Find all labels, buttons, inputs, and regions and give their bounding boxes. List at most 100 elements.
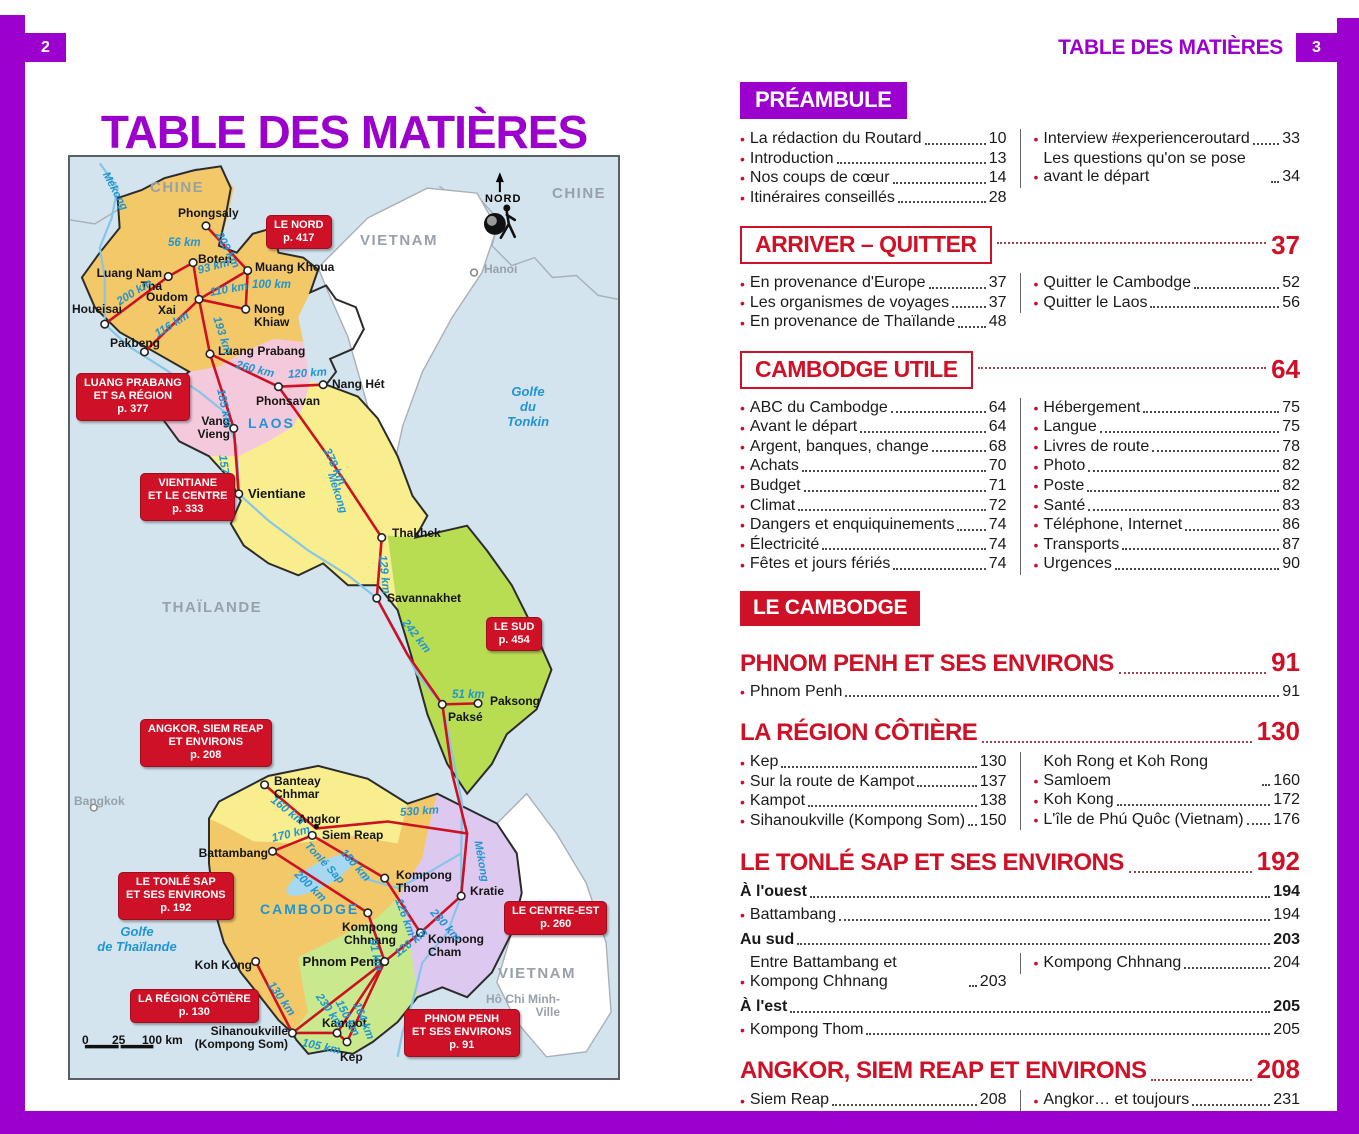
preambule-list: La rédaction du Routard10Introduction13N… [740,129,1300,208]
map-city-label: Pakbeng [110,336,161,350]
map-callout: LA RÉGION CÔTIÈRE p. 130 [130,989,259,1024]
dot-leader [822,548,986,551]
dot-leader [1262,784,1271,787]
dot-leader [797,943,1271,946]
section-page: 91 [1271,646,1300,677]
section-title: ARRIVER – QUITTER [740,226,992,265]
dot-leader [890,411,986,414]
region-label-thailande: THAÏLANDE [162,599,263,616]
dot-leader [790,1010,1271,1013]
dot-leader [982,741,1252,744]
dot-leader [1143,411,1280,414]
nord-compass-icon [483,172,517,240]
toc-entry: Les questions qu'on se pose avant le dép… [1034,150,1300,187]
region-label-vietnam-s: VIETNAM [498,965,576,982]
dot-leader [1122,548,1280,551]
cambodia-regions [208,765,522,1054]
dot-leader [924,142,986,145]
cotiere-list: Kep130Sur la route de Kampot137Kampot138… [740,752,1300,831]
tonle-sap-lake [286,854,354,896]
dot-leader [931,450,986,453]
dot-leader [1088,470,1280,473]
dot-leader [832,1103,977,1106]
toc-column: ABC du Cambodge64Avant le départ64Argent… [740,398,1007,575]
toc-column: Interview #experienceroutard33Les questi… [1019,129,1300,188]
map-city-label: Battambang [198,846,268,860]
dot-leader [917,785,977,788]
arriver-list: En provenance d'Europe37Les organismes d… [740,273,1300,333]
map-callout: LE CENTRE-EST p. 260 [504,901,608,936]
dot-leader [1271,180,1280,183]
water-label-golfe-tonkin: Golfe du Tonkin [506,384,550,429]
toc-content: PRÉAMBULE La rédaction du Routard10Intro… [740,82,1300,1111]
dot-leader [1088,509,1280,512]
dot-leader [897,201,986,204]
nord-compass-label: NORD [485,193,522,205]
map-city-label: Kompong Chhnang [342,920,398,947]
dot-leader [781,765,977,768]
toc-column: Koh Rong et Koh Rong Samloem160Koh Kong1… [1019,752,1300,831]
map-city-label: Luang Prabang [218,344,306,358]
map-callout: VIENTIANE ET LE CENTRE p. 333 [140,473,236,521]
section-arriver-quitter: ARRIVER – QUITTER 37 [740,226,1300,265]
mekong-river [98,162,464,1058]
dot-leader [836,162,986,165]
map-city-label: Kep [340,1050,363,1064]
section-tonle-sap: LE TONLÉ SAP ET SES ENVIRONS 192 [740,846,1300,877]
section-title: PHNOM PENH ET SES ENVIRONS [740,649,1114,677]
map-city-label: Kampot [322,1016,367,1030]
dot-leader [1087,489,1280,492]
dot-leader [801,470,986,473]
toc-column: En provenance d'Europe37Les organismes d… [740,273,1007,333]
dot-leader [1150,306,1280,309]
road-network [103,224,480,1044]
map-distance-label: 170 km [270,823,312,845]
toc-entry: À l'est 205 [740,998,1300,1016]
map-callout: LUANG PRABANG ET SA RÉGION p. 377 [76,373,190,421]
map-distance-label: 260 km [234,359,276,381]
section-phnom-penh: PHNOM PENH ET SES ENVIRONS 91 [740,647,1300,678]
map-city-label: Boten [198,252,232,266]
map-city-label: Nong Khiaw [254,302,290,329]
dot-leader [845,695,1280,698]
section-cambodge-utile: CAMBODGE UTILE 64 [740,350,1300,389]
map-callout: PHNOM PENH ET SES ENVIRONS p. 91 [404,1009,520,1057]
map-distance-label: 530 km [399,804,440,819]
map-distance-label: 105 km [300,1037,342,1057]
section-page: 37 [1271,229,1300,260]
toc-entry: Au sud 203 [740,930,1300,948]
map-distance-label: 129 km [376,554,393,595]
map-distance-label: 200 km [291,868,329,905]
map-city-label: Nang Hét [332,377,385,391]
map-city-label: Vientiane [248,486,306,501]
toc-entry: À l'ouest 194 [740,883,1300,901]
page-title: TABLE DES MATIÈRES [100,105,588,158]
